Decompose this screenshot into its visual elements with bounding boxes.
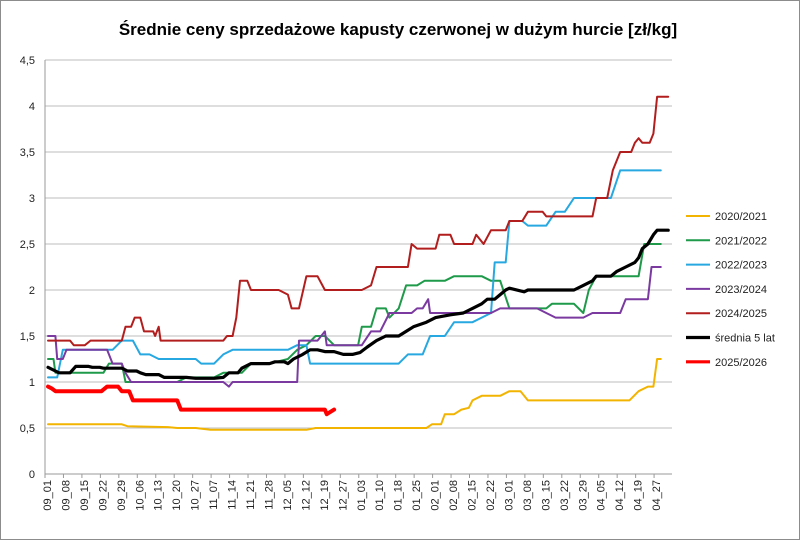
y-tick-label: 0	[29, 469, 35, 481]
x-tick-label: 10_27	[190, 480, 202, 511]
x-tick-label: 09_29	[116, 480, 128, 511]
x-tick-label: 04_05	[596, 480, 608, 511]
y-tick-label: 1	[29, 377, 35, 389]
y-tick-label: 1,5	[20, 331, 35, 343]
x-tick-label: 04_12	[614, 480, 626, 511]
x-tick-label: 11_14	[227, 480, 239, 510]
y-tick-label: 4,5	[20, 55, 35, 67]
y-axis: 0 0,5 1 1,5 2 2,5 3 3,5 4 4,5	[20, 55, 46, 481]
x-tick-label: 11_07	[208, 480, 220, 510]
x-axis: 09_01 09_08 09_15 09_22 09_29 10_06 10_13 10_20…	[42, 473, 672, 511]
x-tick-label: 11_21	[245, 480, 257, 510]
series-group	[46, 95, 670, 431]
legend-label: średnia 5 lat	[715, 333, 775, 345]
grid	[45, 59, 672, 475]
series-line-4	[47, 95, 670, 347]
x-tick-label: 12_05	[282, 480, 294, 511]
y-tick-label: 2,5	[20, 239, 35, 251]
series-line-2	[47, 169, 662, 379]
legend-label: 2024/2025	[715, 308, 767, 320]
legend-label: 2023/2024	[715, 284, 767, 296]
x-tick-label: 11_28	[263, 480, 275, 510]
x-tick-label: 01_25	[411, 480, 423, 511]
y-tick-label: 3	[29, 193, 35, 205]
x-tick-label: 03_29	[577, 480, 589, 511]
series-line-5	[46, 228, 670, 380]
y-tick-label: 0,5	[20, 423, 35, 435]
x-tick-label: 09_08	[60, 480, 72, 511]
legend-label: 2022/2023	[715, 260, 767, 272]
x-tick-label: 04_19	[633, 480, 645, 511]
x-tick-label: 02_15	[467, 480, 479, 511]
legend-label: 2021/2022	[715, 235, 767, 247]
x-tick-label: 12_12	[300, 480, 312, 511]
x-tick-label: 10_13	[153, 480, 165, 511]
x-tick-label: 09_01	[42, 480, 54, 511]
legend-label: 2020/2021	[715, 211, 767, 223]
x-tick-label: 02_01	[430, 480, 442, 511]
x-tick-label: 03_01	[503, 480, 515, 511]
x-tick-label: 01_18	[393, 480, 405, 511]
series-line-3	[47, 266, 662, 388]
y-tick-label: 4	[29, 101, 35, 113]
x-tick-label: 12_19	[319, 480, 331, 511]
x-tick-label: 04_27	[651, 480, 663, 511]
x-tick-label: 12_27	[337, 480, 349, 511]
legend: 2020/2021 2021/2022 2022/2023 2023/2024 2024…	[686, 211, 775, 369]
x-tick-label: 02_22	[485, 480, 497, 511]
x-tick-label: 01_10	[374, 480, 386, 511]
y-tick-label: 3,5	[20, 147, 35, 159]
x-tick-label: 03_08	[522, 480, 534, 511]
x-tick-label: 09_22	[97, 480, 109, 511]
x-tick-label: 10_20	[171, 480, 183, 511]
x-tick-label: 02_08	[448, 480, 460, 511]
x-tick-label: 09_15	[79, 480, 91, 511]
chart-title: Średnie ceny sprzedażowe kapusty czerwon…	[119, 20, 677, 39]
x-tick-label: 10_06	[134, 480, 146, 511]
legend-label: 2025/2026	[715, 357, 767, 369]
series-line-6	[46, 384, 337, 417]
x-tick-label: 03_15	[540, 480, 552, 511]
x-tick-label: 01_03	[356, 480, 368, 511]
y-tick-label: 2	[29, 285, 35, 297]
series-line-1	[47, 243, 662, 383]
series-line-0	[47, 358, 662, 431]
x-tick-label: 03_22	[559, 480, 571, 511]
